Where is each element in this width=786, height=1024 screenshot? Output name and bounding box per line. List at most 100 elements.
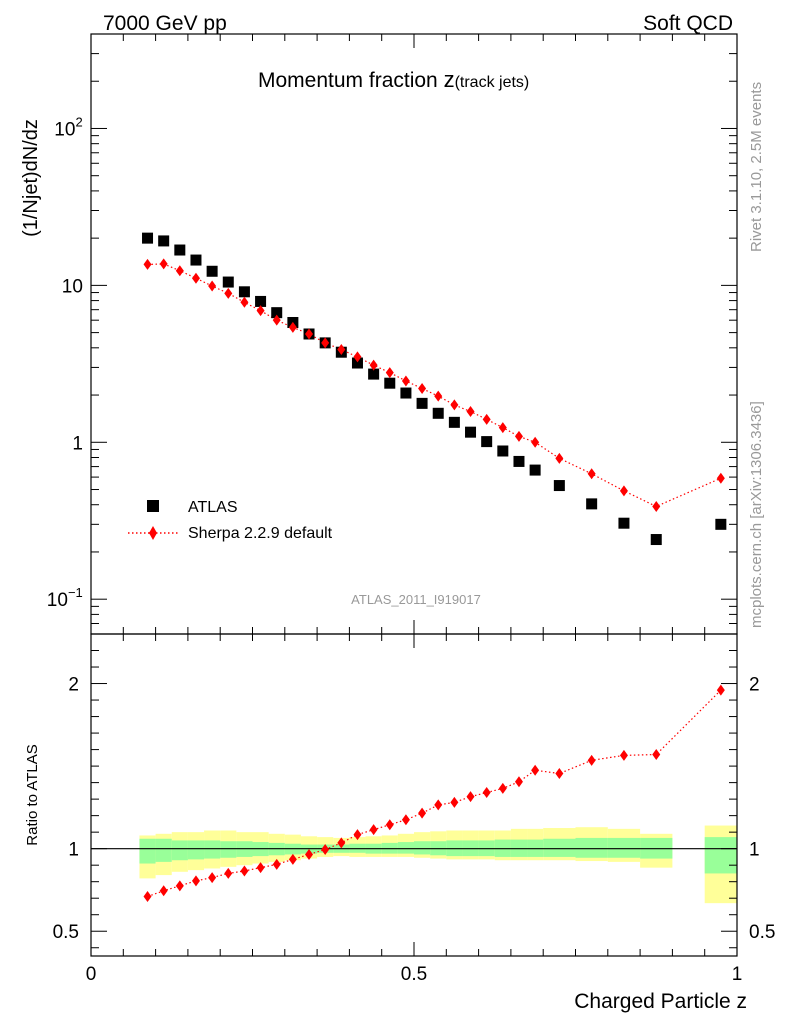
ratio-tick-label-right: 0.5	[749, 922, 775, 943]
atlas-point	[384, 377, 396, 389]
chart-title-subscript: (track jets)	[455, 74, 530, 91]
band-inner	[187, 840, 205, 860]
legend-label-sherpa: Sherpa 2.2.9 default	[188, 525, 333, 542]
atlas-point	[174, 244, 186, 256]
sherpa-point	[159, 258, 168, 270]
sherpa-point	[321, 337, 330, 349]
sherpa-point	[191, 272, 200, 284]
sherpa-ratio-point	[555, 768, 564, 780]
ratio-tick-label-left: 1	[68, 840, 79, 861]
ratio-tick-label-right: 2	[749, 675, 760, 696]
atlas-point	[618, 517, 630, 529]
series-layer	[142, 232, 727, 903]
y-tick-label: 102	[54, 114, 82, 140]
y-tick-label: 10	[62, 276, 83, 297]
atlas-point	[238, 286, 250, 298]
process-label: Soft QCD	[643, 12, 733, 35]
ratio-y-axis-label: Ratio to ATLAS	[24, 744, 41, 845]
sherpa-ratio-point	[652, 749, 661, 761]
sherpa-point	[240, 296, 249, 308]
sherpa-ratio-point	[418, 807, 427, 819]
uncertainty-bands	[139, 825, 737, 904]
atlas-point	[255, 295, 267, 307]
sherpa-ratio-point	[305, 848, 314, 860]
sherpa-ratio-point	[369, 824, 378, 836]
sherpa-point	[385, 367, 394, 379]
y-tick-exponent: 2	[75, 114, 82, 129]
band-inner	[607, 837, 641, 858]
atlas-point	[529, 464, 541, 476]
sherpa-point	[337, 344, 346, 356]
band-inner	[220, 841, 237, 858]
band-inner	[155, 838, 172, 862]
sherpa-point	[418, 383, 427, 395]
sherpa-point	[353, 351, 362, 363]
sherpa-point	[619, 485, 628, 497]
sherpa-ratio-point	[619, 749, 628, 761]
sherpa-point	[466, 406, 475, 418]
sherpa-ratio-point	[224, 867, 233, 879]
atlas-point	[715, 518, 727, 530]
sherpa-point	[401, 375, 410, 387]
sherpa-point	[531, 436, 540, 448]
atlas-point	[586, 498, 598, 510]
sherpa-ratio-point	[191, 875, 200, 887]
ratio-tick-label-right: 1	[749, 840, 760, 861]
ratio-tick-label-left: 0.5	[53, 922, 79, 943]
source-label: mcplots.cern.ch [arXiv:1306.3436]	[748, 401, 765, 628]
sherpa-point	[450, 399, 459, 411]
sherpa-ratio-point	[272, 858, 281, 870]
atlas-point	[190, 254, 202, 266]
plot-frames	[90, 33, 738, 957]
atlas-point	[158, 235, 170, 247]
y-tick-base: 10	[62, 276, 83, 297]
sherpa-ratio-point	[353, 829, 362, 841]
x-tick-label: 0	[86, 964, 97, 985]
sherpa-ratio-point	[288, 853, 297, 865]
y-tick-label: 10−1	[47, 585, 83, 611]
sherpa-point	[208, 280, 217, 292]
sherpa-point	[652, 500, 661, 512]
sherpa-ratio-point	[256, 862, 265, 874]
atlas-point	[206, 265, 218, 277]
x-axis-label: Charged Particle z	[574, 990, 747, 1013]
x-tick-label: 1	[732, 964, 743, 985]
sherpa-point	[143, 258, 152, 270]
atlas-point	[432, 407, 444, 419]
sherpa-ratio-point	[208, 872, 217, 884]
sherpa-point	[434, 390, 443, 402]
chart-title: Momentum fraction z(track jets)	[258, 67, 529, 92]
sherpa-ratio-point	[240, 865, 249, 877]
sherpa-ratio-point	[498, 782, 507, 794]
main-plot-frame	[90, 33, 738, 635]
sherpa-ratio-point	[716, 684, 725, 696]
band-inner	[543, 838, 576, 857]
atlas-point	[497, 445, 509, 457]
sherpa-point	[272, 314, 281, 326]
chart-title-main: Momentum fraction	[258, 69, 444, 92]
atlas-point	[448, 416, 460, 428]
ratio-tick-label-left: 2	[68, 675, 79, 696]
legend-label-atlas: ATLAS	[188, 499, 238, 516]
sherpa-point	[514, 430, 523, 442]
sherpa-point	[716, 472, 725, 484]
sherpa-point	[256, 305, 265, 317]
legend-marker-sherpa	[149, 526, 157, 540]
atlas-point	[368, 368, 380, 380]
atlas-point	[513, 455, 525, 467]
atlas-point	[650, 534, 662, 546]
legend: ATLAS Sherpa 2.2.9 default	[128, 499, 333, 542]
y-tick-base: 10	[47, 590, 68, 611]
atlas-point	[222, 276, 234, 288]
band-inner	[575, 837, 608, 858]
band-inner	[171, 840, 188, 861]
sherpa-point	[288, 321, 297, 333]
atlas-point	[400, 387, 412, 399]
sherpa-ratio-point	[587, 754, 596, 766]
sherpa-point	[555, 452, 564, 464]
axis-ticks	[90, 33, 738, 956]
band-inner	[704, 837, 737, 874]
atlas-point	[465, 426, 477, 438]
